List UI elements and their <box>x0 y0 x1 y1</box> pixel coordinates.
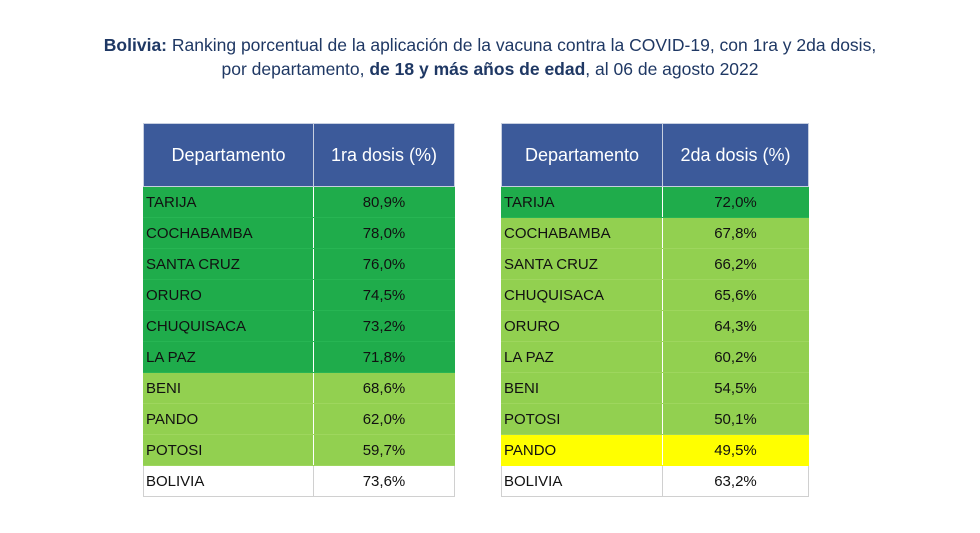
percentage-cell: 67,8% <box>662 217 809 249</box>
second-dose-rows: TARIJA 72,0% COCHABAMBA 67,8% SANTA CRUZ 66,2… <box>501 186 809 497</box>
percentage-cell: 59,7% <box>313 434 455 466</box>
department-cell: COCHABAMBA <box>143 217 314 249</box>
percentage-cell: 62,0% <box>313 403 455 435</box>
percentage-cell: 66,2% <box>662 248 809 280</box>
table-row: TARIJA 72,0% <box>501 186 809 218</box>
percentage-cell: 72,0% <box>662 186 809 218</box>
department-cell: POTOSI <box>143 434 314 466</box>
percentage-cell: 49,5% <box>662 434 809 466</box>
percentage-cell: 63,2% <box>662 465 809 497</box>
percentage-cell: 73,6% <box>313 465 455 497</box>
percentage-cell: 50,1% <box>662 403 809 435</box>
percentage-cell: 76,0% <box>313 248 455 280</box>
table-row: SANTA CRUZ 76,0% <box>143 248 455 280</box>
percentage-cell: 73,2% <box>313 310 455 342</box>
table-row: BENI 54,5% <box>501 372 809 404</box>
department-cell: CHUQUISACA <box>143 310 314 342</box>
department-cell: TARIJA <box>143 186 314 218</box>
department-cell: PANDO <box>501 434 663 466</box>
table-row: ORURO 74,5% <box>143 279 455 311</box>
department-cell: LA PAZ <box>143 341 314 373</box>
table-row: COCHABAMBA 78,0% <box>143 217 455 249</box>
title-text: Ranking porcentual de la aplicación de l… <box>167 35 877 55</box>
department-cell: COCHABAMBA <box>501 217 663 249</box>
percentage-cell: 78,0% <box>313 217 455 249</box>
title-date: , al 06 de agosto 2022 <box>585 59 759 79</box>
percentage-cell: 64,3% <box>662 310 809 342</box>
column-header-departamento: Departamento <box>501 123 663 187</box>
department-cell: SANTA CRUZ <box>143 248 314 280</box>
title-line-2: por departamento, de 18 y más años de ed… <box>0 57 980 81</box>
table-row: SANTA CRUZ 66,2% <box>501 248 809 280</box>
department-cell: PANDO <box>143 403 314 435</box>
percentage-cell: 71,8% <box>313 341 455 373</box>
column-header-departamento: Departamento <box>143 123 314 187</box>
table-row: PANDO 62,0% <box>143 403 455 435</box>
department-cell: CHUQUISACA <box>501 279 663 311</box>
percentage-cell: 54,5% <box>662 372 809 404</box>
table-row: ORURO 64,3% <box>501 310 809 342</box>
table-row: PANDO 49,5% <box>501 434 809 466</box>
department-cell: ORURO <box>501 310 663 342</box>
department-cell: BOLIVIA <box>501 465 663 497</box>
title-country: Bolivia: <box>103 35 168 55</box>
title-age-range: de 18 y más años de edad <box>369 59 586 79</box>
percentage-cell: 60,2% <box>662 341 809 373</box>
column-header-first-dose: 1ra dosis (%) <box>313 123 455 187</box>
department-cell: POTOSI <box>501 403 663 435</box>
table-row: LA PAZ 60,2% <box>501 341 809 373</box>
department-cell: LA PAZ <box>501 341 663 373</box>
department-cell: SANTA CRUZ <box>501 248 663 280</box>
table-header-row: Departamento 1ra dosis (%) <box>143 123 455 187</box>
column-header-second-dose: 2da dosis (%) <box>662 123 809 187</box>
table-row: LA PAZ 71,8% <box>143 341 455 373</box>
title-line-1: Bolivia: Ranking porcentual de la aplica… <box>0 33 980 57</box>
second-dose-table: Departamento 2da dosis (%) TARIJA 72,0% CO… <box>501 123 809 497</box>
percentage-cell: 74,5% <box>313 279 455 311</box>
table-row: BOLIVIA 73,6% <box>143 465 455 497</box>
title-text-2: por departamento, <box>221 59 370 79</box>
first-dose-table: Departamento 1ra dosis (%) TARIJA 80,9% CO… <box>143 123 455 497</box>
first-dose-rows: TARIJA 80,9% COCHABAMBA 78,0% SANTA CRUZ 76,0… <box>143 186 455 497</box>
department-cell: BENI <box>143 372 314 404</box>
table-row: COCHABAMBA 67,8% <box>501 217 809 249</box>
table-row: CHUQUISACA 65,6% <box>501 279 809 311</box>
table-row: BOLIVIA 63,2% <box>501 465 809 497</box>
table-header-row: Departamento 2da dosis (%) <box>501 123 809 187</box>
department-cell: BOLIVIA <box>143 465 314 497</box>
department-cell: ORURO <box>143 279 314 311</box>
table-row: CHUQUISACA 73,2% <box>143 310 455 342</box>
department-cell: BENI <box>501 372 663 404</box>
percentage-cell: 80,9% <box>313 186 455 218</box>
page-title: Bolivia: Ranking porcentual de la aplica… <box>0 33 980 81</box>
department-cell: TARIJA <box>501 186 663 218</box>
percentage-cell: 65,6% <box>662 279 809 311</box>
table-row: POTOSI 59,7% <box>143 434 455 466</box>
table-row: BENI 68,6% <box>143 372 455 404</box>
percentage-cell: 68,6% <box>313 372 455 404</box>
table-row: POTOSI 50,1% <box>501 403 809 435</box>
table-row: TARIJA 80,9% <box>143 186 455 218</box>
